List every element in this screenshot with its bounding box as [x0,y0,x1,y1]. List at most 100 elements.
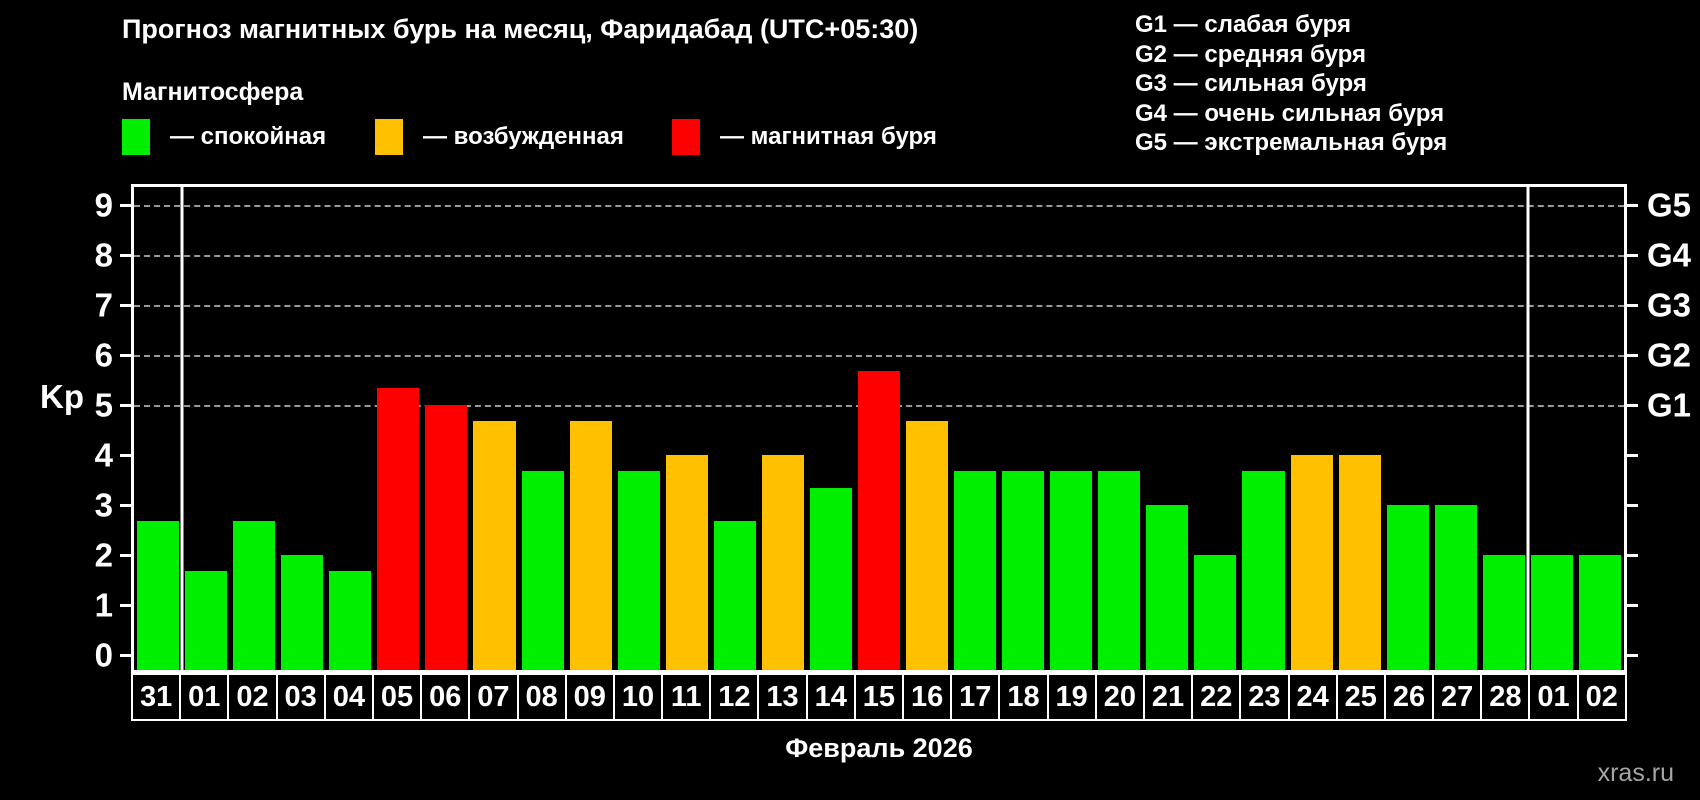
bar-cell-02 [230,187,278,670]
date-cell-19: 19 [1046,673,1097,721]
left-tick-kp5 [120,403,134,407]
date-cell-23: 23 [1239,673,1290,721]
g-tick-label-g3: G3 [1647,286,1692,323]
date-cell-27: 27 [1432,673,1483,721]
legend-item-label: — возбужденная [423,123,624,150]
x-axis-date-row: 31 01 02 03 04 05 06 07 08 09 10 11 12 13 14 15 16 17 18 19… [131,673,1627,721]
right-tick-kp8 [1624,253,1638,257]
bar-13 [761,454,804,670]
gridline-kp6 [134,354,1624,357]
left-tick-kp9 [120,203,134,207]
y-tick-label-1: 1 [94,586,113,623]
bar-cell-02 [1576,187,1624,670]
date-cell-02: 02 [227,673,278,721]
date-cell-09: 09 [564,673,615,721]
bar-cell-14 [807,187,855,670]
g-tick-label-g2: G2 [1647,336,1692,373]
bar-cell-18 [999,187,1047,670]
y-axis-label: Kp [40,378,84,415]
excited-color-swatch [375,119,403,155]
bar-09 [569,421,612,670]
date-cell-02: 02 [1576,673,1627,721]
bar-22 [1194,554,1237,670]
y-tick-label-2: 2 [94,536,113,573]
bar-17 [954,471,997,670]
g-tick-label-g5: G5 [1647,186,1692,223]
date-cell-12: 12 [709,673,760,721]
bar-cell-05 [374,187,422,670]
right-tick-kp6 [1624,353,1638,357]
date-cell-20: 20 [1094,673,1145,721]
quiet-color-swatch [122,119,150,155]
bar-cell-22 [1191,187,1239,670]
g-scale-line-4: G4 — очень сильная буря [1135,99,1445,127]
bar-cell-10 [615,187,663,670]
gridline-kp8 [134,254,1624,257]
bar-25 [1338,454,1381,670]
left-tick-kp0 [120,653,134,657]
date-cell-10: 10 [612,673,664,721]
bar-31 [137,521,180,670]
bar-19 [1050,471,1093,670]
right-tick-kp0 [1624,653,1638,657]
legend-item-storm: — магнитная буря [672,119,937,155]
bar-cell-20 [1095,187,1143,670]
right-tick-kp2 [1624,553,1638,557]
legend-item-label: — спокойная [170,123,327,150]
y-tick-label-0: 0 [94,636,113,673]
bar-24 [1290,454,1333,670]
bar-02 [1578,554,1621,670]
left-tick-kp2 [120,553,134,557]
left-tick-kp7 [120,303,134,307]
g-scale-line-3: G3 — сильная буря [1135,70,1367,97]
left-tick-kp3 [120,503,134,507]
bar-cell-15 [855,187,903,670]
date-cell-11: 11 [661,673,712,721]
x-axis-title: Февраль 2026 [785,733,973,763]
bar-cell-17 [951,187,999,670]
bar-cell-21 [1143,187,1191,670]
date-cell-14: 14 [805,673,856,721]
bar-cell-07 [470,187,518,670]
left-tick-kp1 [120,603,134,607]
bar-07 [473,421,516,670]
bar-cell-11 [663,187,711,670]
right-tick-kp3 [1624,503,1638,507]
bar-16 [906,421,949,670]
date-cell-31: 31 [131,673,182,721]
y-tick-label-8: 8 [94,236,113,273]
date-cell-17: 17 [950,673,1001,721]
right-tick-kp9 [1624,203,1638,207]
bar-14 [809,488,852,670]
legend-item-label: — магнитная буря [720,123,937,150]
y-tick-label-5: 5 [94,386,113,423]
g-scale-line-5: G5 — экстремальная буря [1135,129,1448,156]
date-cell-18: 18 [998,673,1049,721]
bar-12 [713,521,756,670]
gridline-kp9 [134,204,1624,207]
y-tick-label-7: 7 [94,286,113,323]
bar-cell-08 [519,187,567,670]
bar-08 [521,471,564,670]
bar-23 [1242,471,1285,670]
date-cell-28: 28 [1480,673,1531,721]
left-tick-kp6 [120,353,134,357]
month-separator [1526,187,1530,670]
date-cell-06: 06 [420,673,471,721]
bar-04 [329,571,372,670]
bar-06 [425,404,468,670]
date-cell-13: 13 [757,673,808,721]
bar-11 [665,454,708,670]
bar-15 [857,371,900,670]
bar-cell-31 [134,187,182,670]
bar-20 [1098,471,1141,670]
month-separator [180,187,184,670]
right-tick-kp4 [1624,453,1638,457]
bar-cell-03 [278,187,326,670]
bar-27 [1434,504,1477,670]
bar-cell-01 [182,187,230,670]
bar-cell-09 [567,187,615,670]
y-tick-label-6: 6 [94,336,113,373]
date-cell-05: 05 [371,673,423,721]
y-tick-label-9: 9 [94,186,113,223]
